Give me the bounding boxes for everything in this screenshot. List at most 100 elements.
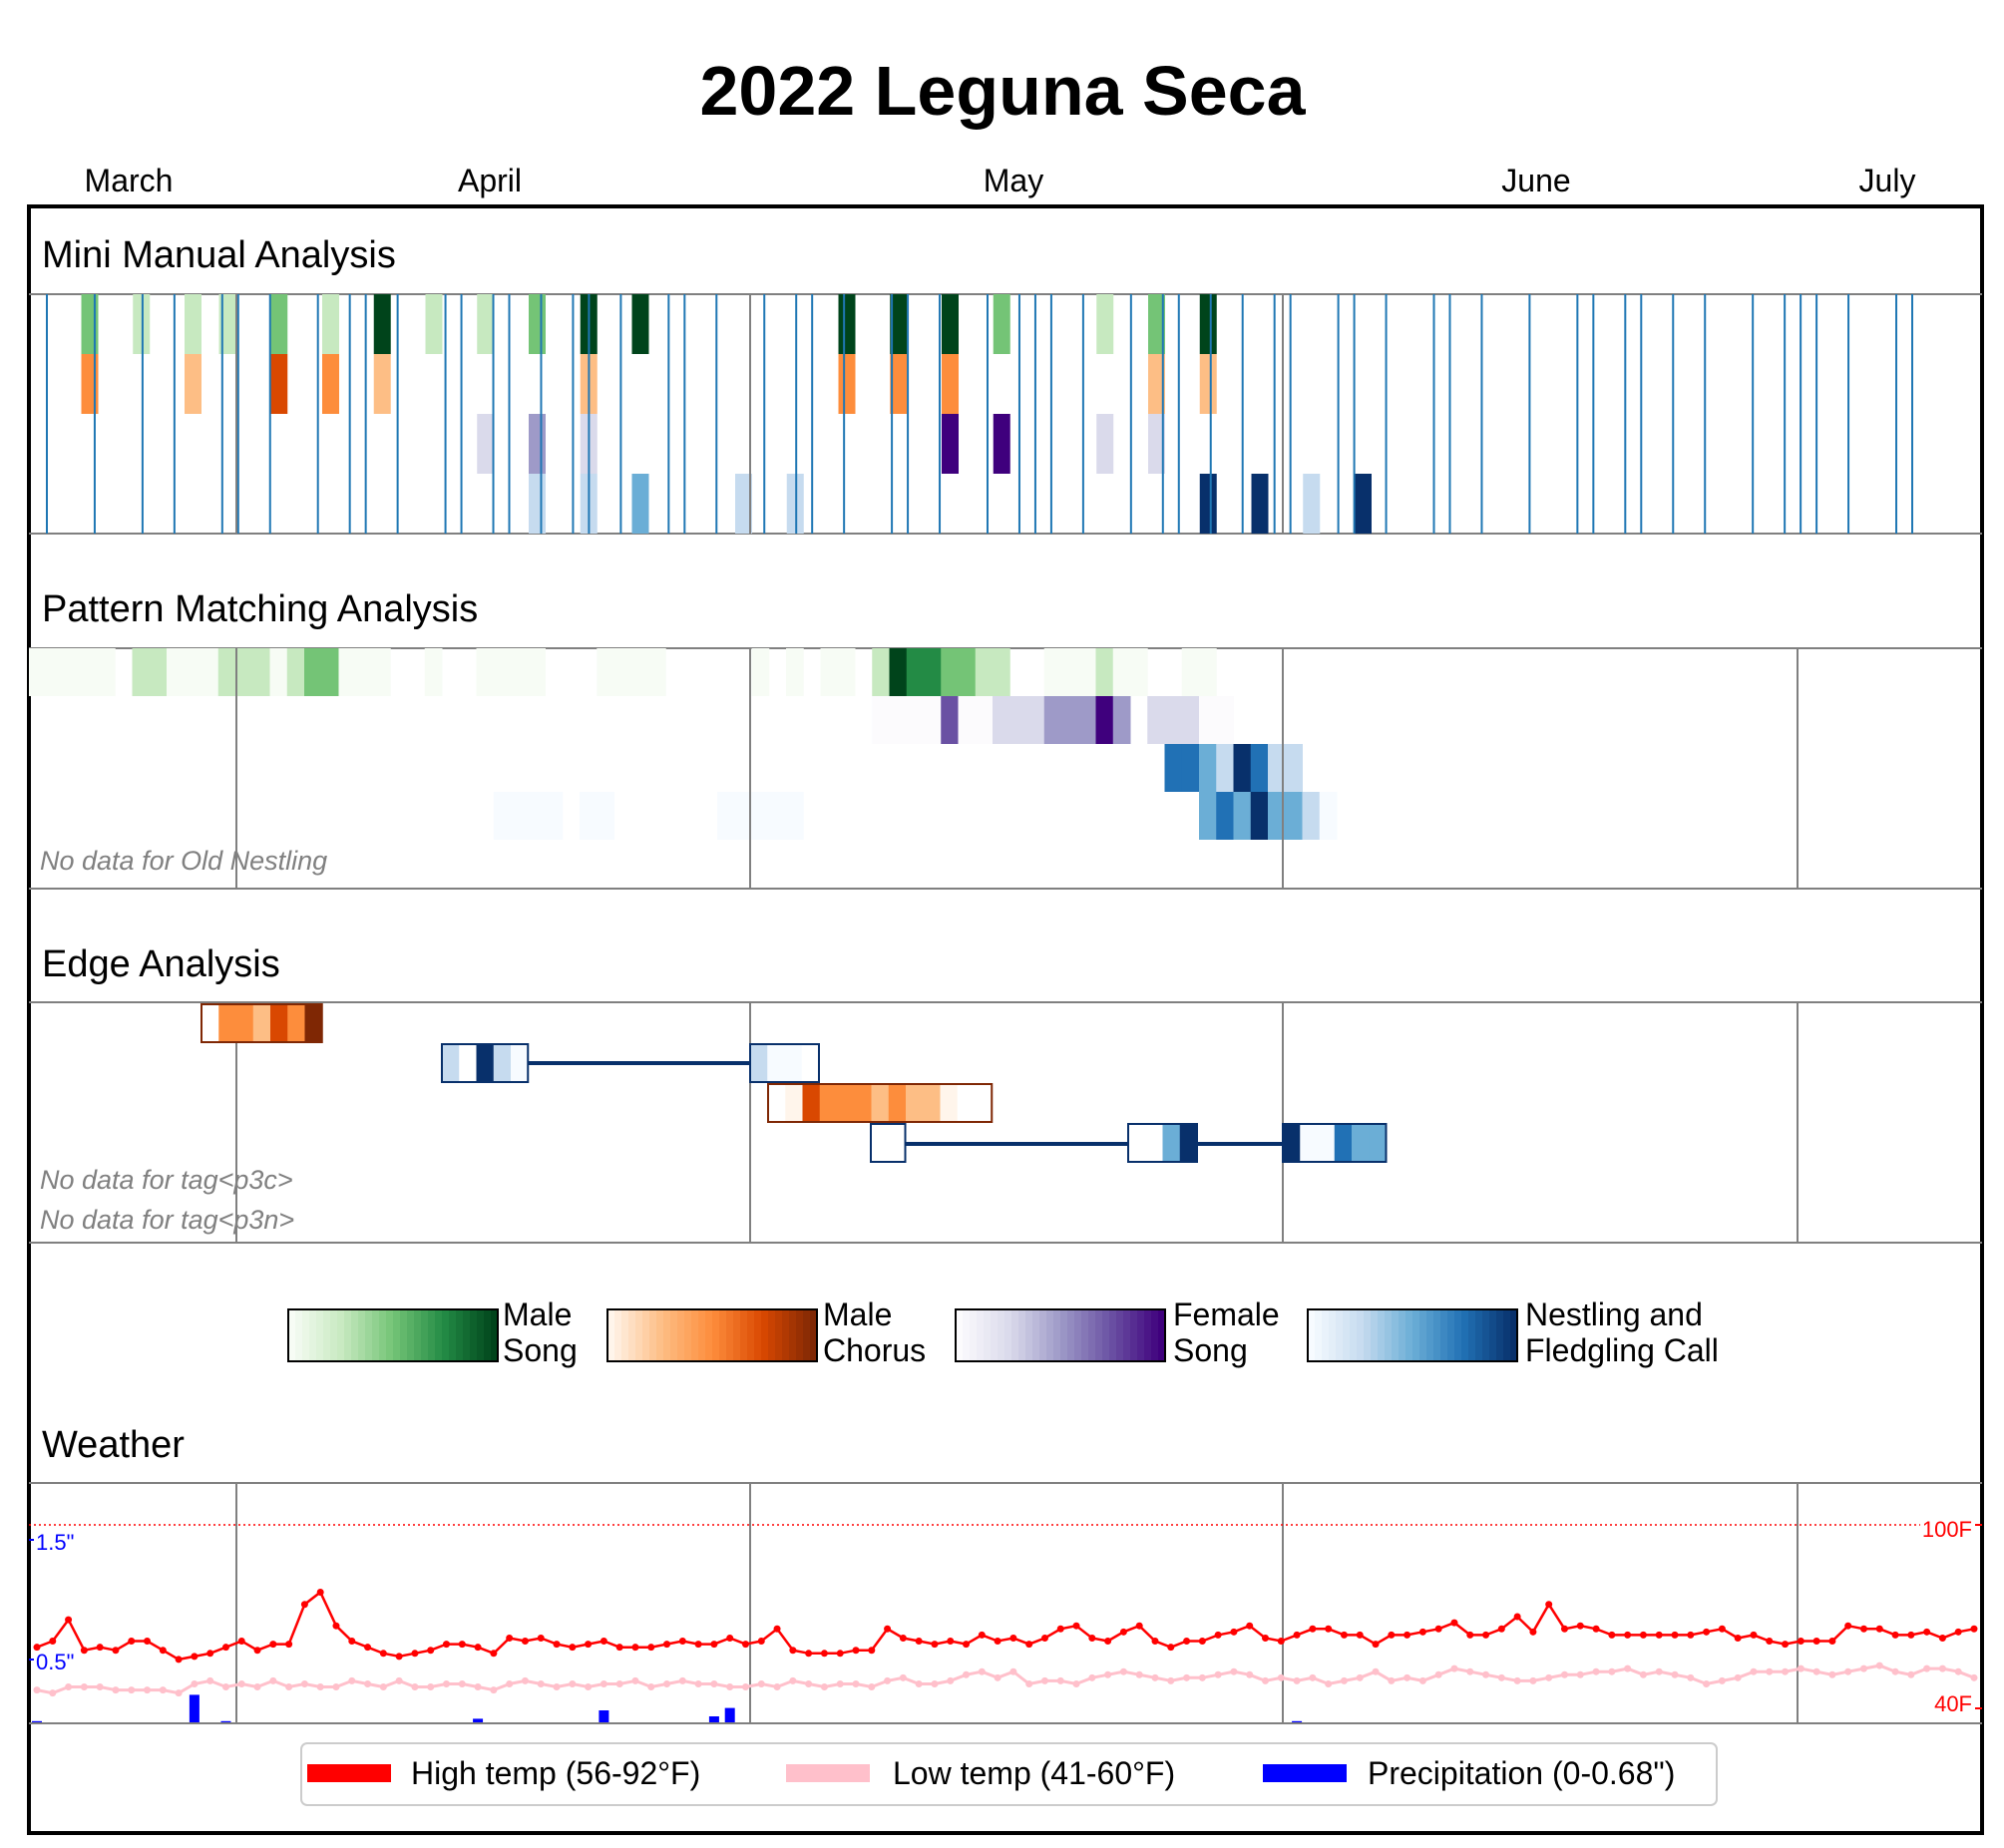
pattern-cell-female_song: [975, 696, 994, 744]
low-temp-point: [1891, 1667, 1899, 1675]
pattern-cell-male_song: [975, 648, 994, 696]
low-temp-point: [647, 1683, 655, 1691]
month-label-july: July: [1859, 163, 1916, 198]
edge-cell-chorus2: [940, 1084, 959, 1122]
low-temp-point: [1938, 1664, 1946, 1672]
pattern-cell-fledgling: [1181, 744, 1200, 792]
high-temp-point: [1639, 1631, 1647, 1639]
low-temp-point: [820, 1683, 828, 1691]
low-temp-line: [36, 1663, 1975, 1695]
high-temp-point: [1450, 1619, 1458, 1627]
low-temp-point: [1513, 1676, 1521, 1684]
pattern-cell-male_song: [132, 648, 151, 696]
precip-tick-0-5: 0.5": [36, 1650, 74, 1674]
edge-cell-p3b_left: [888, 1124, 906, 1162]
colorbar-gradient-oranges: [656, 1309, 664, 1361]
edge-cell-chorus2: [975, 1084, 993, 1122]
high-temp-point: [427, 1647, 435, 1655]
low-temp-point: [521, 1676, 529, 1684]
high-temp-point: [585, 1641, 593, 1649]
colorbar-gradient-blues: [1405, 1309, 1413, 1361]
precip-bar: [708, 1716, 719, 1722]
colorbar-gradient-purples: [1151, 1309, 1159, 1361]
colorbar-gradient-purples: [998, 1309, 1005, 1361]
edge-cell-chorus2: [819, 1084, 838, 1122]
precip-bar: [473, 1718, 484, 1722]
low-temp-point: [300, 1679, 308, 1687]
pattern-cell-nestling: [768, 792, 787, 840]
colorbar-gradient-purples: [1067, 1309, 1075, 1361]
edge-block-border-chorus1: [200, 1003, 323, 1043]
colorbar-gradient-oranges: [754, 1309, 762, 1361]
high-temp-point: [1277, 1638, 1285, 1646]
low-temp-point: [1797, 1664, 1804, 1672]
high-temp-point: [1119, 1628, 1127, 1636]
manual-cell-female_song: [993, 414, 1010, 474]
colorbar-gradient-greens: [337, 1309, 345, 1361]
pattern-matching-panel: [29, 647, 1982, 890]
high-temp-point: [1671, 1631, 1679, 1639]
pattern-cell-male_song: [786, 648, 804, 696]
low-temp-point: [1009, 1667, 1017, 1675]
low-temp-point: [316, 1683, 324, 1691]
colorbar-gradient-blues: [1482, 1309, 1490, 1361]
high-temp-point: [678, 1638, 686, 1646]
pattern-cell-nestling: [580, 792, 598, 840]
colorbar-gradient-purples: [1060, 1309, 1068, 1361]
legend-label-low: Low temp (41-60°F): [893, 1755, 1175, 1791]
colorbar-border-oranges: [606, 1308, 818, 1362]
low-temp-point: [206, 1676, 214, 1684]
low-temp-point: [112, 1686, 120, 1694]
low-temp-point: [49, 1689, 57, 1697]
low-temp-point: [1875, 1662, 1883, 1669]
low-temp-point: [128, 1686, 136, 1694]
section-title-manual: Mini Manual Analysis: [42, 234, 396, 276]
low-temp-point: [678, 1676, 686, 1684]
high-temp-point: [1718, 1625, 1726, 1633]
precip-bar: [220, 1720, 231, 1722]
pattern-no-data-note: No data for Old Nestling: [40, 846, 327, 876]
edge-block-border-chorus2: [767, 1083, 994, 1123]
high-temp-point: [710, 1641, 718, 1649]
colorbar-label-male-song-1: Male: [503, 1296, 572, 1332]
high-temp-point: [884, 1625, 892, 1633]
high-temp-point: [1198, 1638, 1206, 1646]
edge-cell-chorus1: [287, 1004, 305, 1042]
colorbar-gradient-oranges: [684, 1309, 692, 1361]
high-temp-point: [1151, 1638, 1159, 1646]
colorbar-gradient-blues: [1468, 1309, 1476, 1361]
high-temp-point: [490, 1650, 498, 1658]
pattern-cell-male_song: [613, 648, 632, 696]
precip-bar: [724, 1707, 735, 1722]
low-temp-point: [1608, 1667, 1616, 1675]
colorbar-gradient-oranges: [691, 1309, 699, 1361]
legend-swatch-precip: [1263, 1764, 1347, 1782]
colorbar-gradient-oranges: [789, 1309, 797, 1361]
manual-cell-male_chorus: [185, 354, 201, 414]
high-temp-point: [112, 1647, 120, 1655]
high-temp-point: [1183, 1638, 1191, 1646]
low-temp-point: [285, 1683, 293, 1691]
colorbar-gradient-greens: [470, 1309, 478, 1361]
legend-label-high: High temp (56-92°F): [411, 1755, 700, 1791]
colorbar-label-male-chorus-1: Male: [823, 1296, 892, 1332]
pattern-cell-fledgling: [1216, 744, 1234, 792]
low-temp-point: [741, 1683, 749, 1691]
legend-label-precip: Precipitation (0-0.68"): [1368, 1755, 1675, 1791]
colorbar-gradient-oranges: [705, 1309, 713, 1361]
low-temp-point: [1529, 1676, 1537, 1684]
high-temp-point: [1655, 1631, 1663, 1639]
high-temp-point: [1797, 1638, 1804, 1646]
pattern-cell-male_song: [80, 648, 99, 696]
low-temp-point: [1293, 1676, 1301, 1684]
high-temp-point: [899, 1634, 907, 1642]
high-temp-point: [521, 1638, 529, 1646]
low-temp-point: [80, 1683, 88, 1691]
manual-cell-female_song: [1148, 414, 1165, 474]
colorbar-gradient-greens: [309, 1309, 317, 1361]
pattern-cell-nestling: [1268, 792, 1286, 840]
colorbar-gradient-purples: [1088, 1309, 1096, 1361]
low-temp-point: [443, 1679, 451, 1687]
high-temp-point: [1907, 1631, 1915, 1639]
manual-cell-male_song: [322, 294, 339, 354]
